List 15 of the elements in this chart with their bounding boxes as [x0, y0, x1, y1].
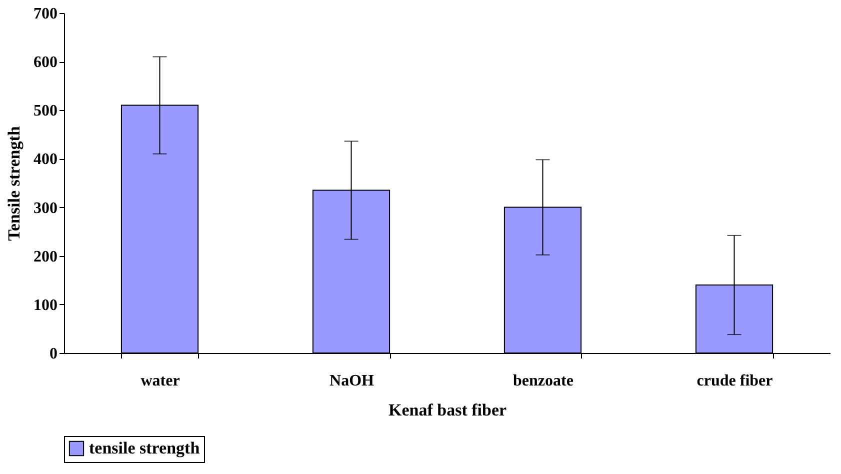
- y-tick-label: 500: [34, 102, 58, 120]
- y-tick-label: 0: [50, 346, 58, 362]
- y-tick-label: 200: [34, 248, 58, 266]
- x-axis-title: Kenaf bast fiber: [388, 400, 507, 420]
- y-tick-label: 400: [34, 151, 58, 168]
- x-tick-label: NaOH: [330, 372, 375, 390]
- y-tick-label: 600: [34, 54, 58, 72]
- y-tick-label: 300: [34, 200, 58, 217]
- x-tick-label: crude fiber: [696, 372, 773, 390]
- legend-label: tensile strength: [89, 438, 200, 458]
- x-tick-label: benzoate: [513, 372, 574, 390]
- x-tick-label: water: [140, 372, 180, 390]
- y-tick-label: 700: [34, 6, 58, 22]
- y-tick-label: 100: [34, 296, 58, 314]
- y-axis-title: Tensile strength: [4, 126, 24, 241]
